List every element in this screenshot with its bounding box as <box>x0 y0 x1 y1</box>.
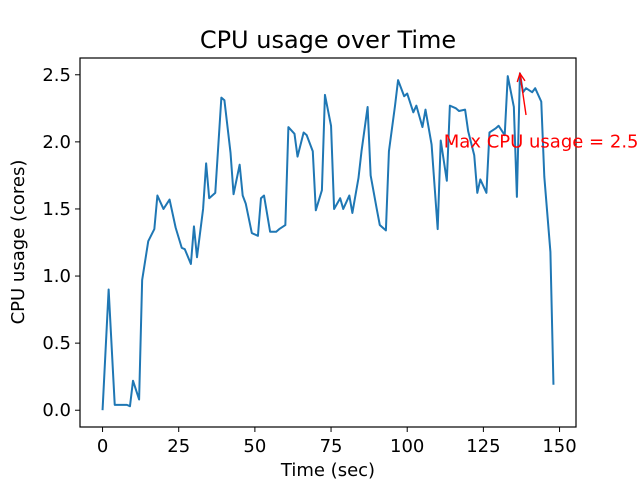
x-tick-label: 0 <box>97 436 108 457</box>
annotation: Max CPU usage = 2.51 <box>444 71 640 153</box>
y-tick-label: 1.5 <box>42 199 71 220</box>
x-tick-label: 25 <box>167 436 190 457</box>
x-axis-label: Time (sec) <box>280 460 375 480</box>
y-tick-label: 0.0 <box>42 400 71 421</box>
y-axis-ticks: 0.0 0.5 1.0 1.5 2.0 2.5 <box>42 65 80 421</box>
x-tick-label: 50 <box>243 436 266 457</box>
x-tick-label: 100 <box>390 436 424 457</box>
x-axis-ticks: 0 25 50 75 100 125 150 <box>97 427 577 457</box>
y-tick-label: 1.0 <box>42 266 71 287</box>
annotation-arrowhead <box>516 71 526 83</box>
plot-frame <box>79 57 577 428</box>
y-tick-label: 2.5 <box>42 65 71 86</box>
y-tick-label: 0.5 <box>42 333 71 354</box>
y-tick-label: 2.0 <box>42 132 71 153</box>
y-axis-label: CPU usage (cores) <box>8 160 29 325</box>
series-line <box>101 72 555 411</box>
annotation-text: Max CPU usage = 2.51 <box>444 132 640 153</box>
plot-area <box>79 57 577 428</box>
chart-title: CPU usage over Time <box>200 26 456 54</box>
annotation-arrow <box>519 73 527 116</box>
x-tick-label: 125 <box>466 436 500 457</box>
x-tick-label: 150 <box>542 436 576 457</box>
x-tick-label: 75 <box>320 436 343 457</box>
